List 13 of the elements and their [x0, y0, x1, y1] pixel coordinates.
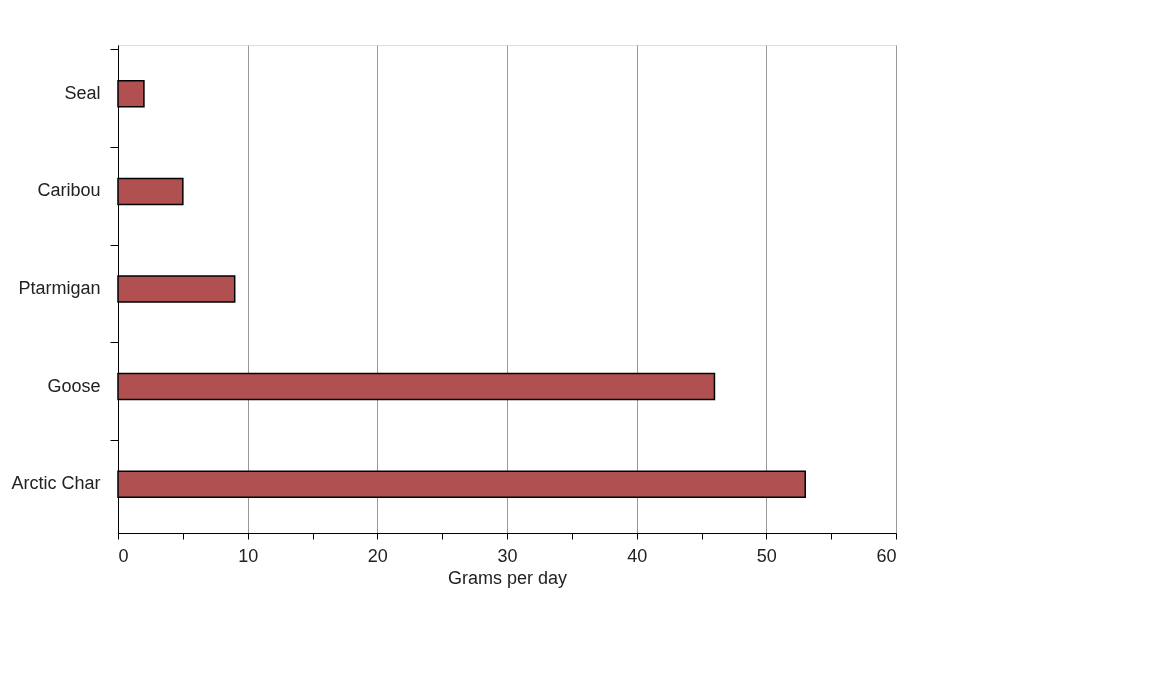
x-tick-label: 30: [497, 545, 518, 566]
x-tick-label: 0: [118, 545, 129, 566]
x-tick-label: 20: [367, 545, 388, 566]
x-tick-label: 40: [627, 545, 648, 566]
x-tick-label: 10: [238, 545, 259, 566]
y-tick-label: Arctic Char: [11, 473, 101, 494]
x-tick-label: 60: [876, 545, 897, 566]
y-tick-label: Caribou: [37, 180, 101, 201]
y-tick-label: Seal: [64, 82, 101, 103]
x-tick-label: 50: [756, 545, 777, 566]
x-axis-title: Grams per day: [447, 567, 568, 588]
y-tick-label: Goose: [47, 375, 101, 396]
y-tick-label: Ptarmigan: [18, 278, 101, 298]
